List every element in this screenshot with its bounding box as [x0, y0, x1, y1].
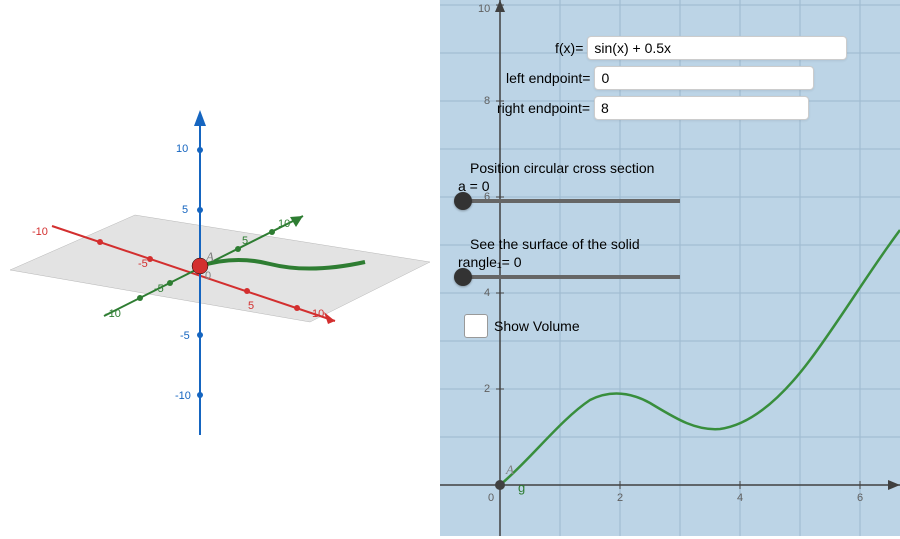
- show-volume-label: Show Volume: [494, 318, 580, 334]
- tick-y-2: 2: [484, 383, 490, 395]
- point-a-label-3d: A: [206, 249, 214, 265]
- left-endpoint-label: left endpoint=: [506, 70, 590, 86]
- right-endpoint-row: right endpoint=: [497, 96, 809, 120]
- panel-3d[interactable]: -10 -5 5 10 -10 -5 5 10 10 5 -5 -10 0 A: [0, 0, 440, 536]
- panel-2d[interactable]: 0 2 4 6 2 4 6 8 10 A g f(x)= left endpoi…: [440, 0, 900, 536]
- slider-a[interactable]: [460, 199, 680, 203]
- right-endpoint-input[interactable]: [594, 96, 809, 120]
- ground-plane: [10, 215, 430, 322]
- tick-x-0: 0: [488, 492, 494, 504]
- left-endpoint-input[interactable]: [594, 66, 814, 90]
- g-label: g: [518, 480, 525, 495]
- tick-y-4: 4: [484, 287, 490, 299]
- fx-label: f(x)=: [555, 40, 583, 56]
- cross-section-title: Position circular cross section: [470, 160, 654, 176]
- slider-rangle-thumb[interactable]: [454, 268, 472, 286]
- tick-x-2: 2: [617, 492, 623, 504]
- tick-x-4: 4: [737, 492, 743, 504]
- show-volume-wrap[interactable]: Show Volume: [464, 314, 580, 338]
- tick-x-6: 6: [857, 492, 863, 504]
- tick-y-8: 8: [484, 95, 490, 107]
- surface-title: See the surface of the solid: [470, 236, 640, 252]
- fx-input[interactable]: [587, 36, 847, 60]
- left-endpoint-row: left endpoint=: [506, 66, 814, 90]
- scene-3d: [0, 0, 440, 536]
- tick-y-10: 10: [478, 3, 490, 15]
- slider-rangle[interactable]: [460, 275, 680, 279]
- show-volume-checkbox[interactable]: [464, 314, 488, 338]
- point-a-2d[interactable]: [495, 480, 505, 490]
- right-endpoint-label: right endpoint=: [497, 100, 590, 116]
- surface-var: rangle₁= 0: [458, 254, 522, 270]
- fx-input-row: f(x)=: [555, 36, 847, 60]
- point-a-label-2d: A: [506, 462, 514, 478]
- slider-a-thumb[interactable]: [454, 192, 472, 210]
